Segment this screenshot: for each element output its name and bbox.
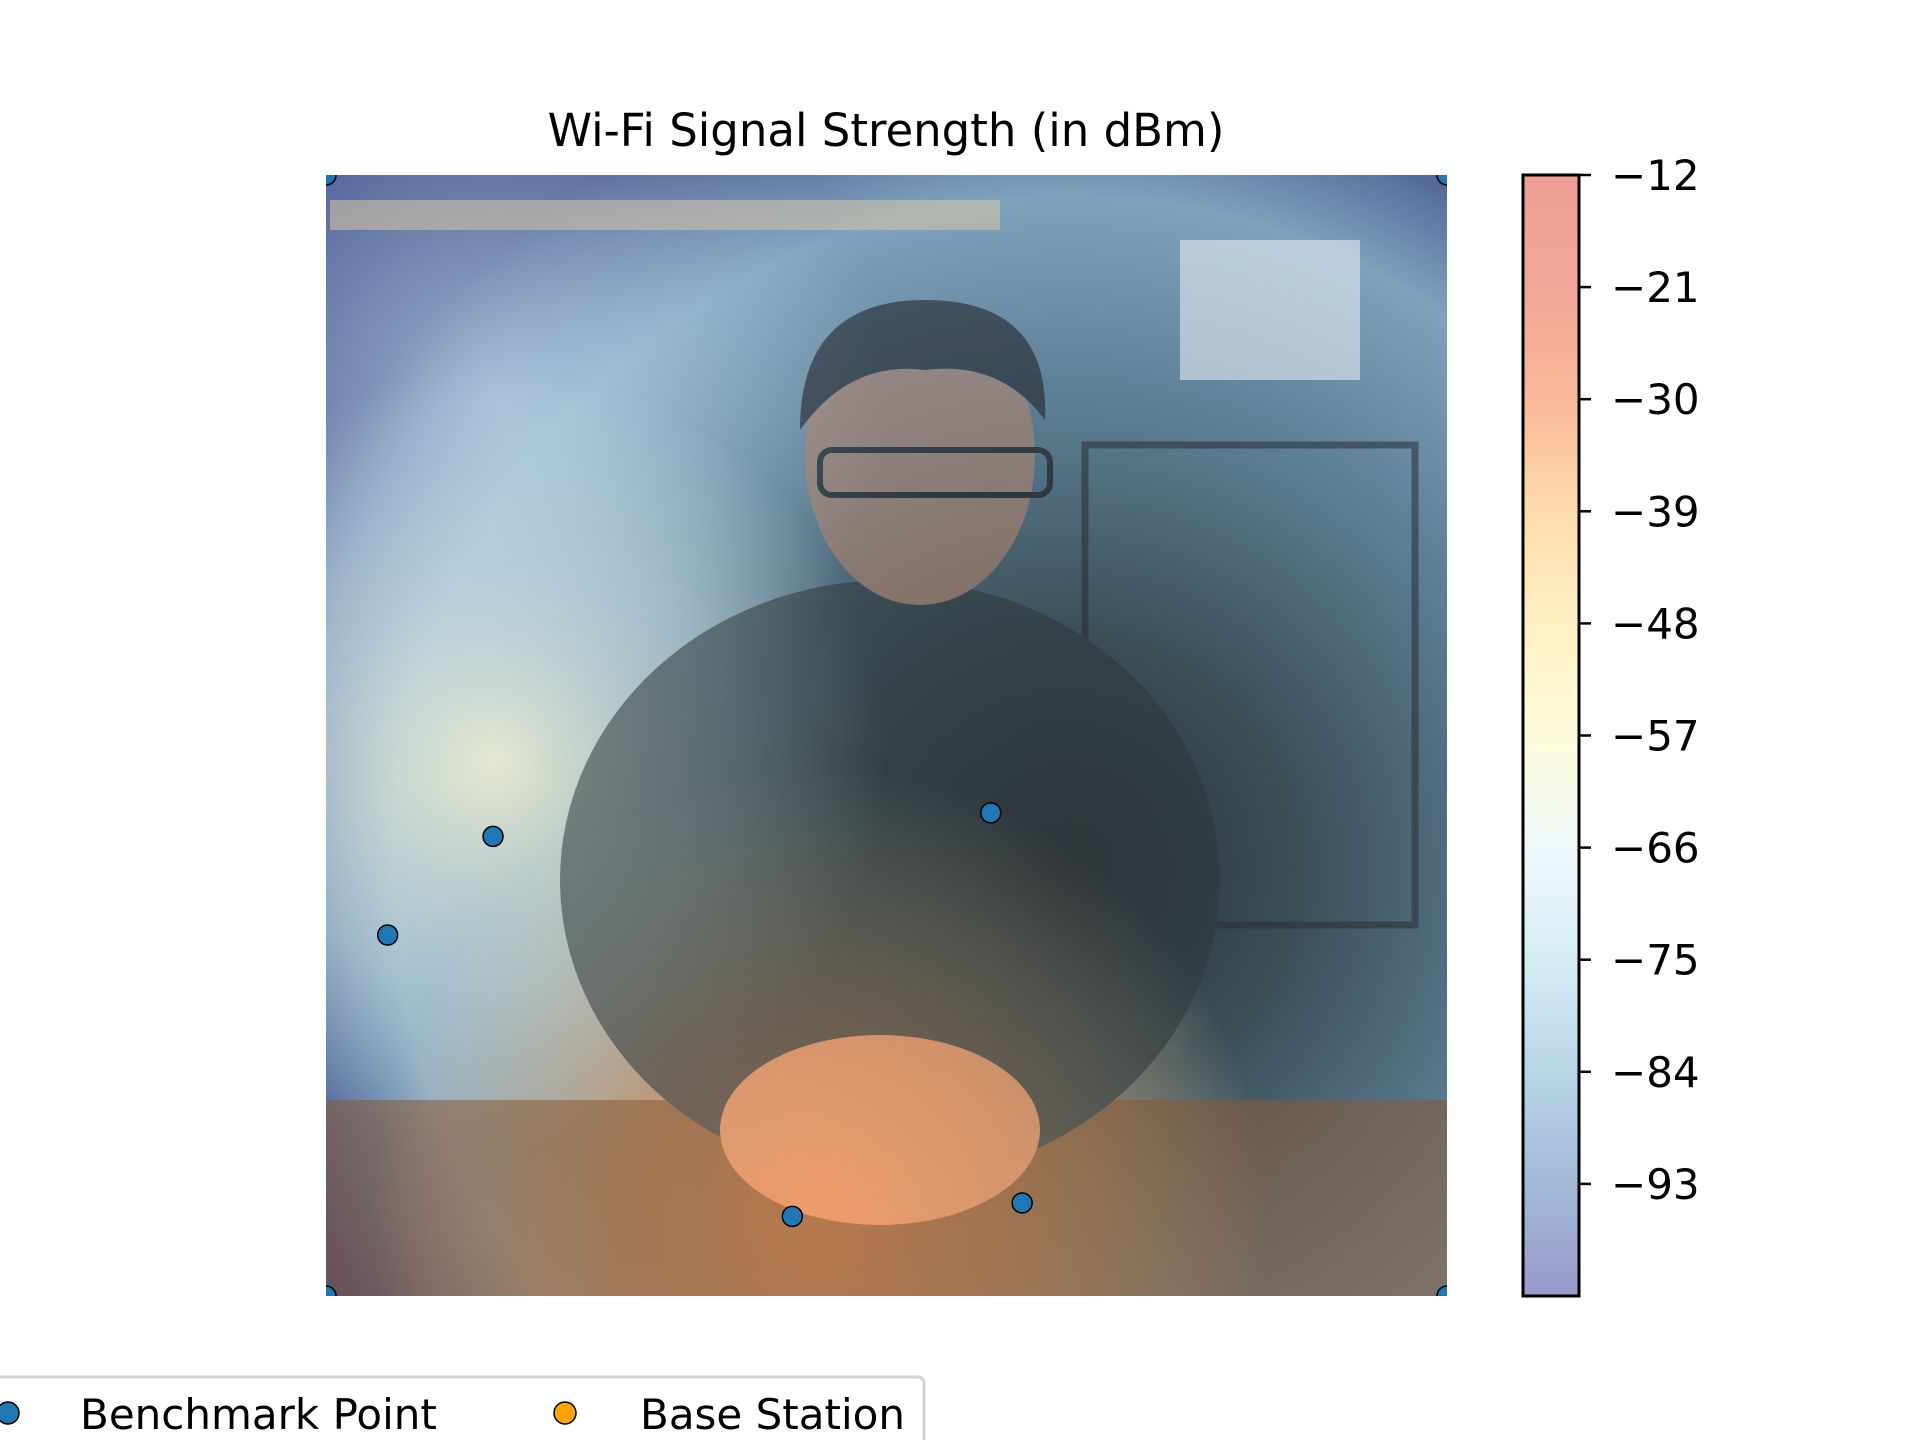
benchmark-point [482,825,504,848]
colorbar-tick-label: −12 [1611,151,1700,200]
legend-benchmark-marker [0,1401,20,1425]
benchmark-point [781,1205,804,1228]
person-torso [560,580,1220,1180]
colorbar-tick-label: −39 [1611,487,1700,536]
chart-title: Wi-Fi Signal Strength (in dBm) [548,104,1225,157]
person-hands [720,1035,1040,1225]
legend-frame [0,1375,926,1444]
legend-base-station-marker [553,1401,577,1425]
benchmark-point [1436,1285,1447,1296]
legend: Benchmark Point Base Station [0,1375,926,1444]
benchmark-point [980,802,1002,824]
colorbar-tick-label: −93 [1611,1160,1700,1209]
benchmark-points [326,175,1447,1296]
colorbar-tick-label: −75 [1611,936,1700,985]
colorbar-tick-label: −30 [1611,375,1700,424]
person-hair [800,300,1046,430]
air-conditioner [1180,240,1360,380]
colorbar-tick-label: −48 [1611,599,1700,648]
benchmark-point [376,924,399,946]
colorbar-tick-label: −57 [1611,712,1700,761]
benchmark-point [326,175,337,186]
plot-area [326,175,1447,1296]
legend-base-station-label: Base Station [640,1390,905,1439]
colorbar-tick-label: −66 [1611,824,1700,873]
colorbar-tick-label: −21 [1611,263,1700,312]
colorbar-tick-label: −84 [1611,1048,1700,1097]
background-photo [326,200,1447,1296]
legend-benchmark-label: Benchmark Point [80,1390,437,1439]
colorbar: −12 −21 −30 −39 −48 −57 −66 −75 −84 −93 [1521,151,1700,1298]
person-head [805,305,1035,605]
person-glasses [817,447,1053,498]
ceiling-beam [330,200,1000,230]
benchmark-point [1011,1192,1033,1214]
colorbar-gradient [1523,175,1579,1296]
benchmark-point [1436,175,1447,186]
benchmark-point [326,1285,337,1296]
colorbar-ticks: −12 −21 −30 −39 −48 −57 −66 −75 −84 −93 [1579,151,1700,1209]
